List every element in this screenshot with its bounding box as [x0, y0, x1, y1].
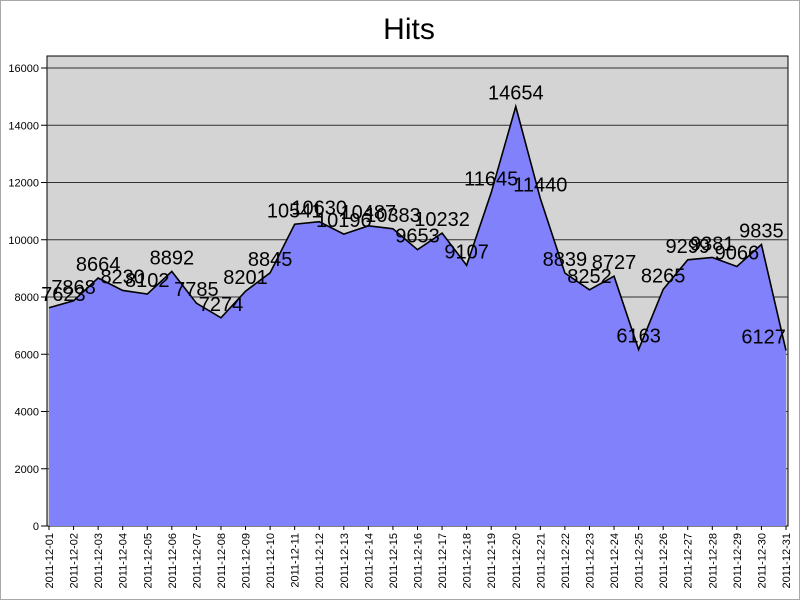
x-axis-label: 2011-12-09: [241, 533, 253, 588]
y-axis-label: 8000: [15, 292, 39, 304]
x-axis-label: 2011-12-08: [216, 533, 228, 588]
data-label: 8252: [567, 266, 612, 288]
data-label: 6163: [616, 326, 661, 348]
data-label: 8201: [223, 267, 268, 289]
x-axis-label: 2011-12-25: [634, 533, 646, 588]
x-axis-label: 2011-12-17: [437, 533, 449, 588]
x-axis-label: 2011-12-21: [535, 533, 547, 588]
data-label: 8230: [100, 266, 145, 288]
x-axis-label: 2011-12-16: [413, 533, 425, 588]
y-axis-label: 0: [33, 521, 39, 533]
x-axis-label: 2011-12-26: [658, 533, 670, 588]
data-label: 9381: [690, 233, 735, 255]
data-label: 9107: [444, 241, 489, 263]
data-label: 10232: [414, 209, 470, 231]
data-label: 8664: [76, 254, 121, 276]
x-axis-label: 2011-12-10: [265, 533, 277, 588]
data-label: 9835: [739, 220, 784, 242]
x-axis-label: 2011-12-18: [462, 533, 474, 588]
y-axis-label: 2000: [15, 464, 39, 476]
x-axis-label: 2011-12-15: [388, 533, 400, 588]
x-axis-label: 2011-12-06: [167, 533, 179, 588]
x-axis-label: 2011-12-22: [560, 533, 572, 588]
x-axis-label: 2011-12-28: [707, 533, 719, 588]
data-label: 9653: [395, 226, 440, 248]
data-label: 10196: [316, 210, 372, 232]
data-label: 10630: [291, 198, 347, 220]
data-label: 7623: [41, 284, 86, 306]
data-label: 7868: [51, 277, 96, 299]
x-axis-label: 2011-12-19: [486, 533, 498, 588]
x-axis-label: 2011-12-07: [191, 533, 203, 588]
chart-title: Hits: [383, 13, 435, 46]
x-axis-label: 2011-12-13: [339, 533, 351, 588]
y-axis-label: 14000: [8, 120, 39, 132]
x-axis-label: 2011-12-24: [609, 533, 621, 588]
data-label: 8102: [125, 270, 170, 292]
data-label: 14654: [488, 83, 544, 105]
data-label: 10487: [341, 202, 397, 224]
x-axis-label: 2011-12-27: [683, 533, 695, 588]
x-axis-label: 2011-12-30: [756, 533, 768, 588]
y-axis-label: 16000: [8, 63, 39, 75]
area-series-fill: [49, 106, 786, 527]
data-label: 7785: [174, 279, 219, 301]
data-label: 9066: [715, 242, 760, 264]
chart-layers: 0 2000 4000 6000 8000 10000 12000 14000 16000 201…: [8, 55, 793, 588]
x-axis-label: 2011-12-23: [584, 533, 596, 588]
x-axis-label: 2011-12-03: [93, 533, 105, 588]
data-label: 10541: [267, 200, 323, 222]
x-axis-label: 2011-12-31: [781, 533, 793, 588]
y-axis-label: 4000: [15, 407, 39, 419]
x-axis-label: 2011-12-02: [69, 533, 81, 588]
x-axis-label: 2011-12-11: [290, 533, 302, 588]
x-axis-label: 2011-12-29: [732, 533, 744, 588]
x-axis-label: 2011-12-05: [142, 533, 154, 588]
y-axis-label: 12000: [8, 178, 39, 190]
data-label: 10383: [365, 205, 421, 227]
x-axis-label: 2011-12-12: [314, 533, 326, 588]
data-label: 8265: [641, 265, 686, 287]
y-axis-label: 10000: [8, 235, 39, 247]
area-series-outline: [48, 103, 787, 352]
x-axis-label: 2011-12-04: [118, 533, 130, 588]
data-label: 8892: [150, 247, 195, 269]
data-label: 8839: [543, 249, 588, 271]
x-axis-label: 2011-12-14: [363, 533, 375, 588]
data-label: 7274: [199, 294, 244, 316]
data-label: 9299: [665, 236, 710, 258]
data-label: 11440: [513, 175, 567, 197]
x-axis-label: 2011-12-01: [44, 533, 56, 588]
x-axis-label: 2011-12-20: [511, 533, 523, 588]
data-label: 11645: [464, 169, 518, 191]
data-label: 8727: [592, 252, 637, 274]
data-label: 8845: [248, 249, 293, 271]
y-axis-label: 6000: [15, 349, 39, 361]
data-label: 6127: [741, 327, 786, 349]
